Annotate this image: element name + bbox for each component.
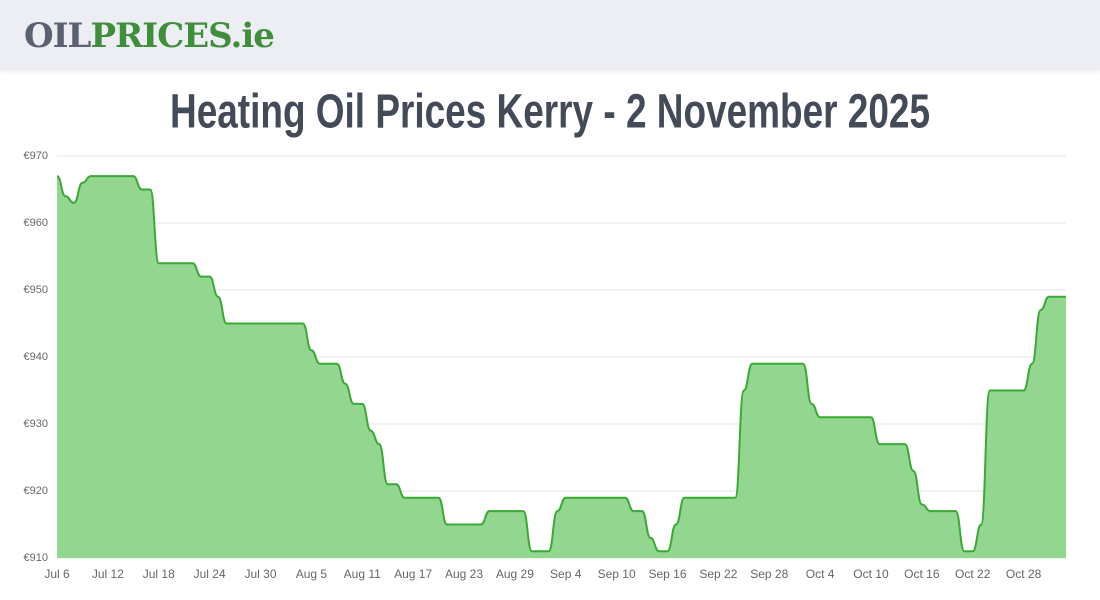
y-tick-label: €920 <box>24 485 48 497</box>
x-tick-label: Oct 10 <box>853 567 889 581</box>
x-tick-label: Sep 4 <box>550 567 582 581</box>
x-tick-label: Jul 6 <box>44 567 70 581</box>
logo[interactable]: OILPRICES.ie <box>24 16 275 56</box>
x-tick-label: Sep 22 <box>699 567 737 581</box>
x-tick-label: Aug 11 <box>344 567 381 581</box>
x-tick-label: Oct 28 <box>1006 567 1042 581</box>
area-fill <box>57 176 1066 558</box>
x-tick-label: Oct 4 <box>806 567 835 581</box>
x-tick-label: Sep 16 <box>648 567 686 581</box>
line <box>56 175 1066 553</box>
x-tick-label: Aug 29 <box>496 567 534 581</box>
logo-text: PRICES <box>90 16 231 56</box>
header: OILPRICES.ie <box>0 0 1100 70</box>
x-tick-label: Jul 18 <box>143 567 175 581</box>
y-tick-label: €970 <box>24 150 48 162</box>
x-tick-label: Jul 12 <box>92 567 124 581</box>
x-tick-label: Aug 5 <box>296 567 328 581</box>
y-tick-label: €940 <box>24 351 48 363</box>
x-tick-label: Aug 23 <box>445 567 483 581</box>
y-tick-label: €910 <box>24 552 48 564</box>
x-tick-label: Jul 24 <box>194 567 226 581</box>
logo-text: OIL <box>24 16 91 56</box>
logo-text: .ie <box>230 16 274 56</box>
x-tick-label: Sep 10 <box>598 567 636 581</box>
chart-title: Heating Oil Prices Kerry - 2 November 20… <box>170 86 930 139</box>
x-tick-label: Aug 17 <box>394 567 432 581</box>
y-tick-label: €960 <box>24 217 48 229</box>
y-tick-label: €930 <box>24 418 48 430</box>
x-tick-label: Sep 28 <box>750 567 788 581</box>
x-tick-label: Oct 22 <box>955 567 991 581</box>
x-tick-label: Oct 16 <box>904 567 940 581</box>
y-tick-label: €950 <box>24 284 48 296</box>
x-tick-label: Jul 30 <box>244 567 276 581</box>
chart: Heating Oil Prices Kerry - 2 November 20… <box>24 86 1066 581</box>
